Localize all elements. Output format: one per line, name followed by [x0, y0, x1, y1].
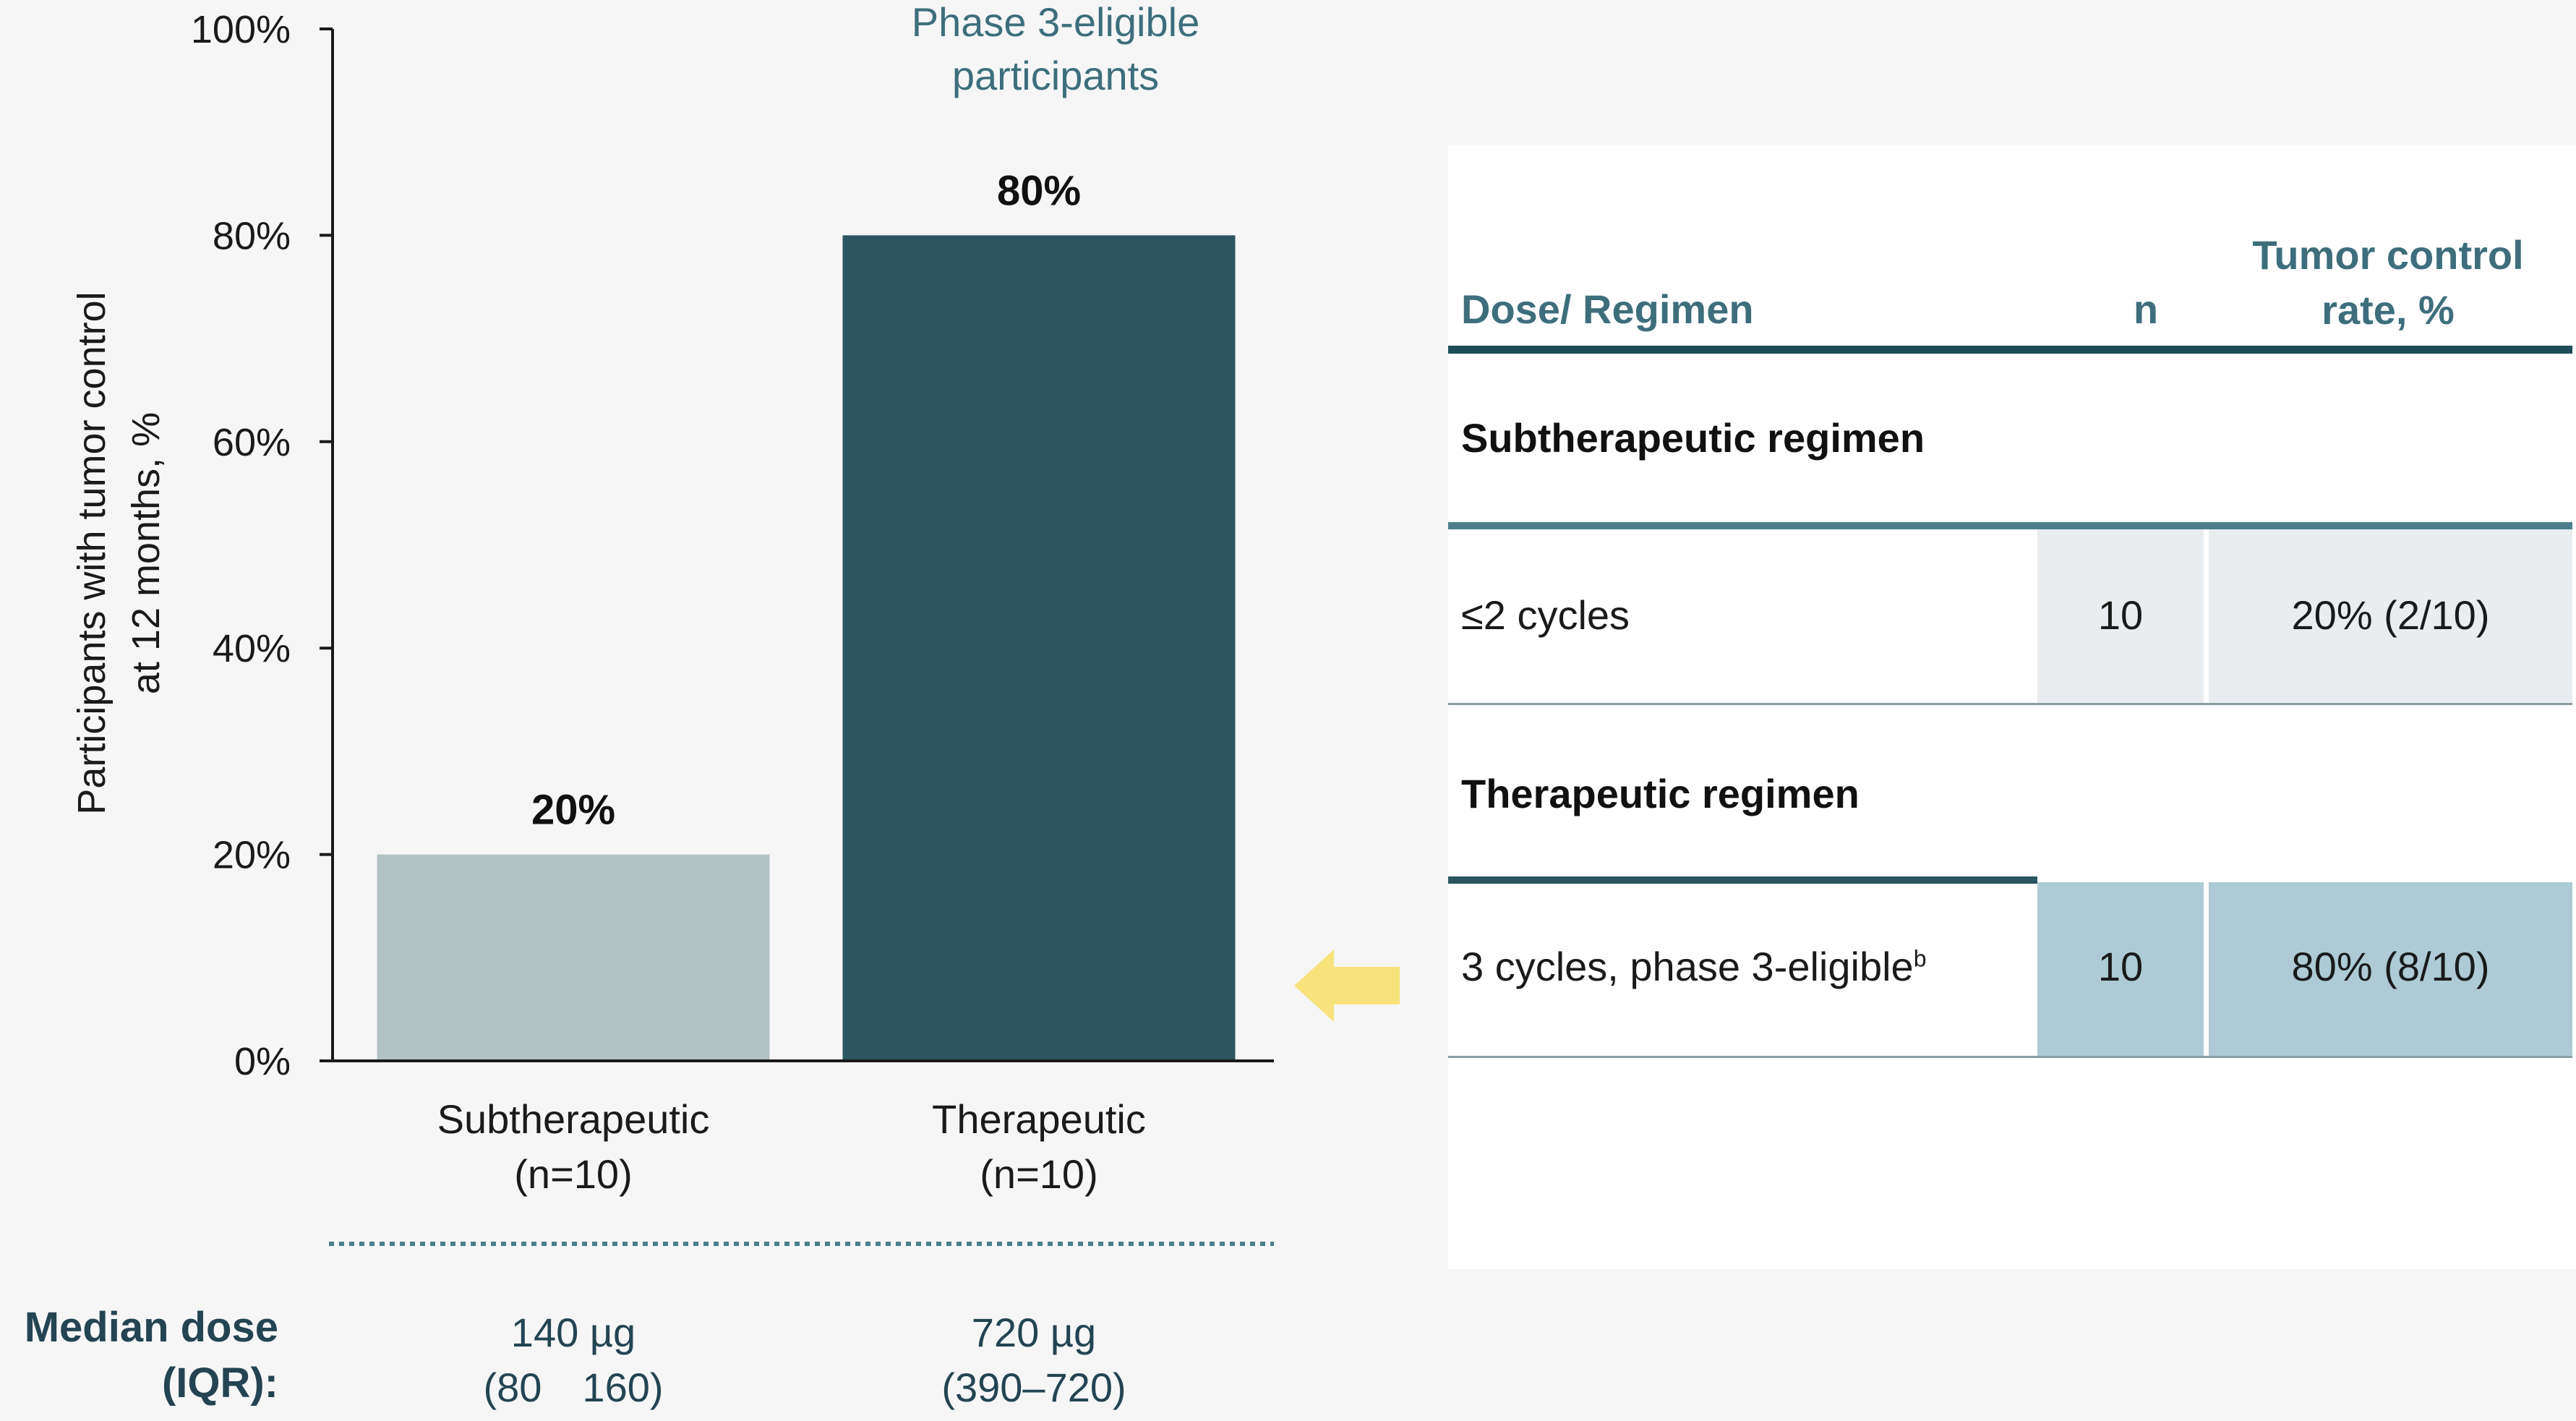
x-category-label: Subtherapeutic [437, 1096, 710, 1142]
x-category-label: (n=10) [514, 1151, 632, 1197]
y-tick-label: 100% [191, 8, 291, 51]
y-axis-title-line-1: Participants with tumor control [70, 291, 114, 814]
x-category-label: Therapeutic [932, 1096, 1146, 1142]
header-rate: Tumor control rate, % [2207, 228, 2569, 338]
y-tick-label: 0% [234, 1040, 291, 1083]
header-rate-line-2: rate, % [2322, 287, 2455, 333]
row-label-ther-text: 3 cycles, phase 3-eligible [1461, 944, 1914, 989]
section-rule-therapeutic [1448, 876, 2037, 884]
x-axis-category-labels: Subtherapeutic (n=10) Therapeutic (n=10) [437, 1096, 1146, 1197]
header-n: n [2133, 286, 2159, 332]
row-rate-ther: 80% (8/10) [2291, 944, 2490, 989]
section-title-subtherapeutic: Subtherapeutic regimen [1461, 415, 1925, 461]
data-label: 80% [997, 167, 1081, 214]
section-rule-subtherapeutic [1448, 522, 2572, 529]
section-title-therapeutic: Therapeutic regimen [1461, 771, 1860, 816]
sub-dose-line-2: (80 160) [483, 1365, 663, 1410]
phase3-annotation-line-2: participants [952, 53, 1159, 98]
bars [377, 235, 1236, 1061]
row-label-ther-sup: b [1913, 945, 1927, 972]
header-rate-line-1: Tumor control [2252, 232, 2524, 278]
row-label-ther: 3 cycles, phase 3-eligibleb [1461, 943, 1926, 990]
row-rule-sub [1448, 703, 2572, 705]
phase3-annotation-line-1: Phase 3-eligible [912, 0, 1199, 45]
median-dose-label-line-2: (IQR): [162, 1360, 278, 1407]
row-rate-sub: 20% (2/10) [2291, 592, 2490, 638]
row-rule-ther [1448, 1056, 2572, 1058]
y-tick-label: 60% [213, 421, 291, 464]
header-rule [1448, 346, 2572, 354]
bar-therapeutic [842, 235, 1236, 1061]
cell-bg-ther-rate [2209, 882, 2572, 1056]
y-tick-label: 40% [213, 627, 291, 670]
y-tick-label: 80% [213, 214, 291, 257]
ther-dose-line-1: 720 µg [972, 1310, 1096, 1355]
median-dose-label-line-1: Median dose [25, 1304, 278, 1351]
ther-dose-line-2: (390–720) [941, 1365, 1126, 1410]
data-labels: 20% 80% [531, 167, 1081, 833]
sub-dose-line-1: 140 µg [511, 1310, 636, 1355]
row-n-sub: 10 [2097, 592, 2144, 638]
cell-bg-ther-n [2037, 882, 2204, 1056]
y-axis-title-line-2: at 12 months, % [124, 412, 168, 694]
header-regimen: Dose/ Regimen [1461, 286, 1754, 332]
cell-bg-sub-rate [2209, 529, 2572, 703]
y-axis-title: Participants with tumor control at 12 mo… [70, 291, 168, 814]
row-n-ther: 10 [2097, 944, 2144, 989]
left-arrow-icon [1294, 950, 1400, 1022]
tumor-control-bar-chart: Phase 3-eligible participants Participan… [25, 0, 1274, 1410]
row-label-sub: ≤2 cycles [1461, 592, 1630, 638]
y-axis-ticks: 0% 20% 40% 60% 80% 100% [191, 8, 333, 1083]
y-tick-label: 20% [213, 834, 291, 877]
x-category-label: (n=10) [980, 1151, 1097, 1197]
cell-bg-sub-n [2037, 529, 2204, 703]
results-table: Dose/ Regimen n Tumor control rate, % Su… [1448, 145, 2576, 1269]
data-label: 20% [531, 787, 615, 834]
bar-subtherapeutic [377, 854, 770, 1061]
